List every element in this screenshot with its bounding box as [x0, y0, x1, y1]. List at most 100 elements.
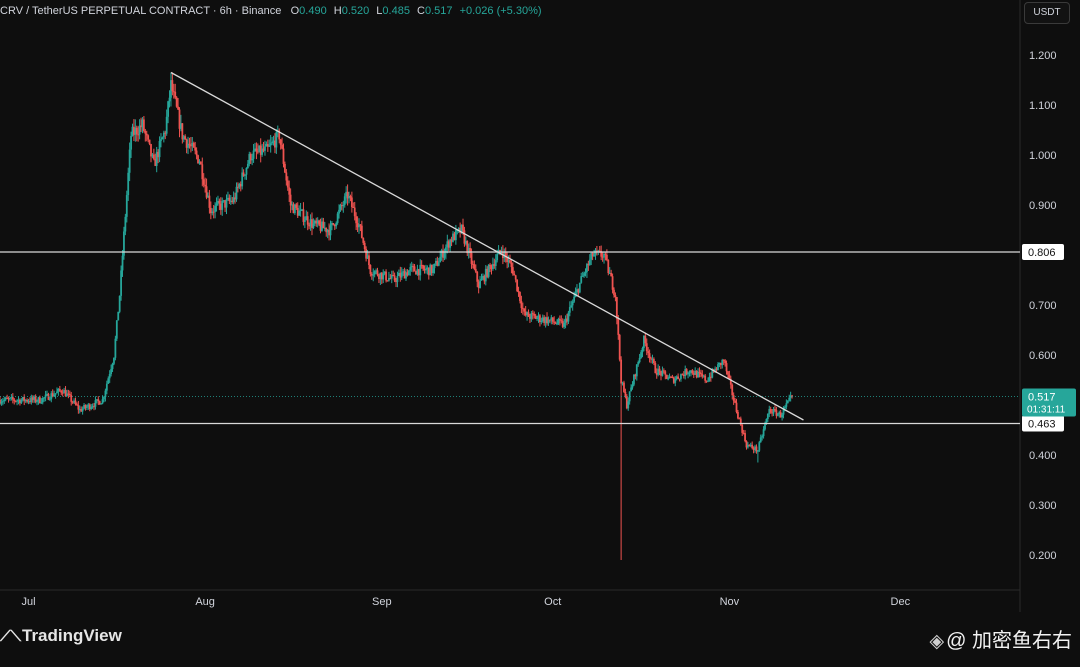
candle-body — [523, 308, 526, 312]
tradingview-logo[interactable]: ⟋⟍TradingView — [0, 626, 122, 646]
candle-body — [624, 391, 627, 397]
candle-body — [291, 204, 293, 206]
candle-body — [328, 229, 330, 236]
candle-body — [588, 259, 591, 265]
candle-body — [150, 144, 152, 157]
candle-body — [597, 250, 600, 252]
candle-body — [718, 362, 721, 365]
candle-body — [539, 315, 541, 322]
candle-body — [114, 338, 117, 358]
candle-body — [511, 267, 514, 274]
currency-button[interactable]: USDT — [1024, 2, 1070, 24]
candle-body — [504, 251, 507, 258]
candle-body — [152, 154, 155, 159]
candle-body — [526, 312, 528, 316]
candle-body — [140, 125, 142, 128]
candle-body — [189, 145, 192, 147]
candle-body — [660, 371, 662, 376]
candle-body — [761, 436, 764, 438]
candle-body — [762, 429, 765, 437]
candle-body — [410, 266, 413, 268]
candle-body — [791, 395, 793, 397]
candle-body — [462, 224, 464, 231]
symbol-title[interactable]: CRV / TetherUS PERPETUAL CONTRACT · 6h ·… — [0, 5, 282, 17]
candle-body — [595, 250, 598, 252]
candle-body — [447, 241, 450, 248]
candle-body — [425, 268, 427, 271]
candle-body — [262, 148, 265, 151]
candle-body — [256, 151, 259, 153]
resistance-price-badge-box — [1022, 244, 1064, 260]
candle-body — [548, 319, 551, 321]
candle-body — [104, 390, 107, 398]
candle-body — [194, 147, 197, 151]
candle-body — [714, 368, 717, 372]
candle-body — [51, 393, 54, 397]
candle-body — [561, 321, 564, 327]
candle-body — [729, 378, 732, 385]
footer-bar — [0, 612, 1080, 662]
candle-body — [517, 290, 520, 292]
candle-body — [211, 211, 214, 214]
candle-body — [739, 418, 742, 425]
candle-body — [338, 209, 340, 214]
candle-body — [467, 248, 470, 254]
candle-body — [533, 314, 536, 316]
high-value: 0.520 — [341, 5, 370, 17]
candle-body — [16, 400, 18, 402]
candle-body — [20, 399, 23, 404]
candle-body — [556, 323, 558, 325]
candle-body — [244, 174, 246, 176]
candle-body — [157, 151, 160, 158]
candle-body — [204, 184, 207, 187]
candle-body — [215, 203, 218, 206]
candle-body — [748, 444, 751, 446]
candle-body — [131, 126, 134, 136]
candle-body — [93, 406, 95, 408]
candle-body — [110, 369, 113, 375]
candle-body — [23, 397, 26, 402]
candle-body — [550, 317, 553, 321]
candle-body — [342, 204, 345, 207]
candle-body — [234, 197, 236, 200]
candle-body — [698, 371, 701, 373]
candle-body — [591, 252, 594, 257]
candle-body — [607, 260, 610, 274]
candle-body — [98, 401, 101, 405]
candle-body — [702, 375, 705, 377]
candle-body — [547, 319, 550, 324]
candle-body — [133, 126, 135, 135]
candle-body — [264, 146, 266, 151]
candle-body — [474, 269, 477, 272]
candle-body — [113, 357, 115, 364]
candle-body — [319, 224, 322, 231]
candle-body — [675, 376, 678, 380]
candle-body — [772, 409, 775, 414]
candle-body — [227, 197, 229, 200]
candle-body — [154, 158, 157, 166]
candle-body — [449, 239, 452, 248]
candle-body — [378, 275, 380, 280]
candle-body — [657, 368, 660, 375]
candle-body — [580, 276, 583, 283]
trendline[interactable] — [170, 71, 804, 421]
candle-body — [778, 412, 781, 415]
candle-body — [581, 275, 584, 277]
candle-body — [711, 369, 714, 378]
candle-body — [258, 145, 261, 152]
candle-body — [771, 412, 774, 414]
candle-body — [652, 358, 655, 364]
candle-body — [165, 116, 168, 134]
candle-body — [694, 370, 697, 375]
candle-body — [670, 376, 672, 378]
candle-body — [296, 207, 299, 216]
candle-body — [352, 206, 355, 208]
candle-body — [266, 144, 269, 147]
candle-body — [627, 401, 630, 409]
candle-body — [27, 401, 30, 403]
candle-body — [281, 144, 283, 149]
candle-body — [708, 376, 711, 381]
candle-body — [46, 393, 48, 395]
